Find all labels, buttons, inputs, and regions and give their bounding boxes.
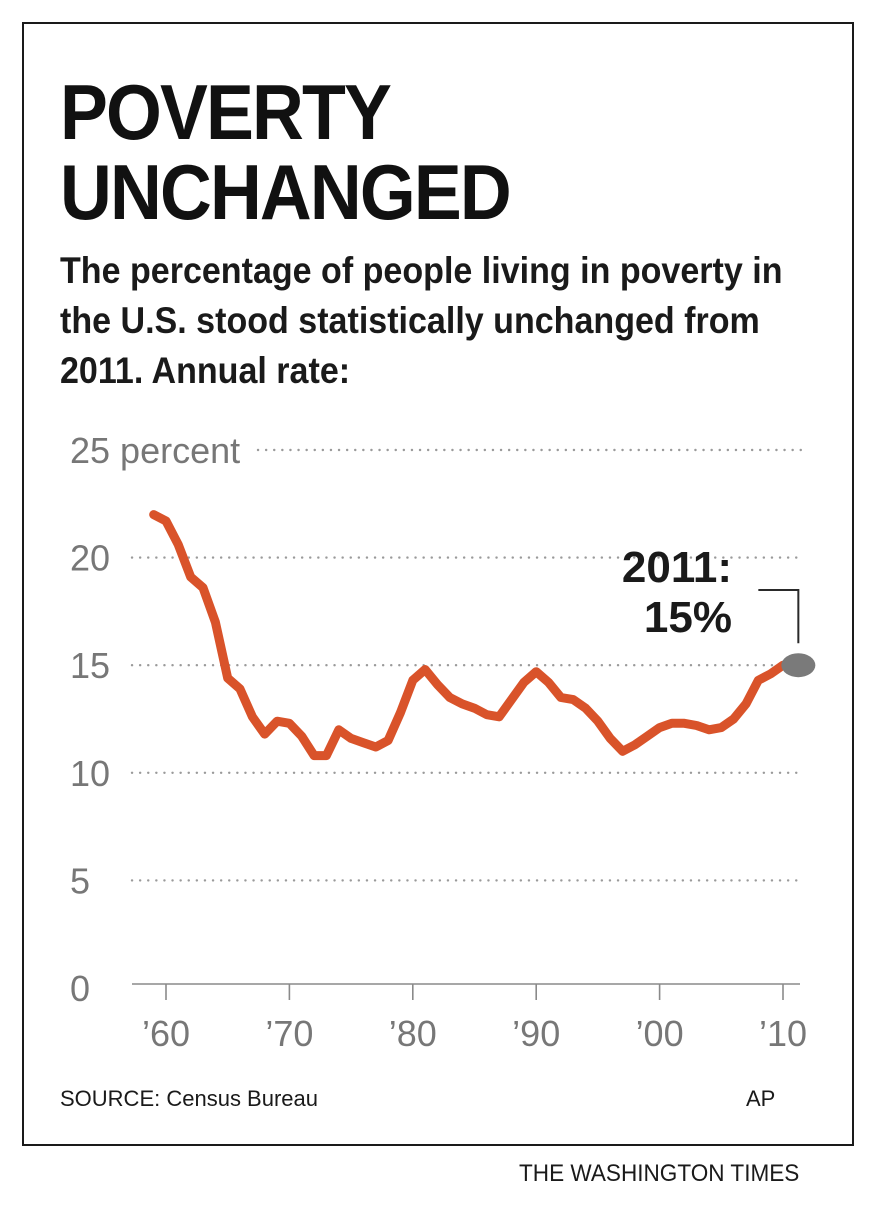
y-tick-label-20: 20	[70, 538, 110, 579]
annotation-layer: 2011:15%	[622, 543, 816, 678]
x-tick-label-1960: ’60	[142, 1013, 190, 1054]
highlight-label-value: 15%	[644, 593, 732, 642]
series-layer	[149, 510, 788, 761]
tick-labels: 0 5 10 15 20 25 percent ’60 ’70 ’80 ’90 ’00 ’10	[70, 430, 807, 1054]
credit-note: AP	[746, 1086, 776, 1111]
title-line-2: UNCHANGED	[60, 148, 512, 236]
x-tick-label-1970: ’70	[265, 1013, 313, 1054]
y-tick-label-5: 5	[70, 860, 90, 901]
chart-title: POVERTY UNCHANGED	[60, 72, 759, 232]
highlight-label-year: 2011:	[622, 543, 732, 592]
y-tick-label-0: 0	[70, 968, 90, 1009]
x-tick-label-1980: ’80	[389, 1013, 437, 1054]
title-line-1: POVERTY	[60, 68, 392, 156]
y-tick-label-10: 10	[70, 753, 110, 794]
y-tick-label-15: 15	[70, 645, 110, 686]
chart-frame	[22, 22, 854, 1146]
highlight-point-2011	[781, 653, 816, 678]
axes	[132, 983, 800, 1000]
publisher-name: THE WASHINGTON TIMES	[519, 1160, 800, 1187]
highlight-callout-line	[758, 589, 800, 644]
chart-subtitle: The percentage of people living in pover…	[60, 250, 783, 391]
source-note: SOURCE: Census Bureau	[60, 1086, 318, 1111]
x-tick-label-2000: ’00	[636, 1013, 684, 1054]
x-tick-label-2010: ’10	[759, 1013, 807, 1054]
series-line-poverty-rate	[149, 510, 788, 761]
x-tick-label-1990: ’90	[512, 1013, 560, 1054]
y-tick-label-25: 25 percent	[70, 430, 240, 471]
grid-lines	[130, 448, 805, 882]
